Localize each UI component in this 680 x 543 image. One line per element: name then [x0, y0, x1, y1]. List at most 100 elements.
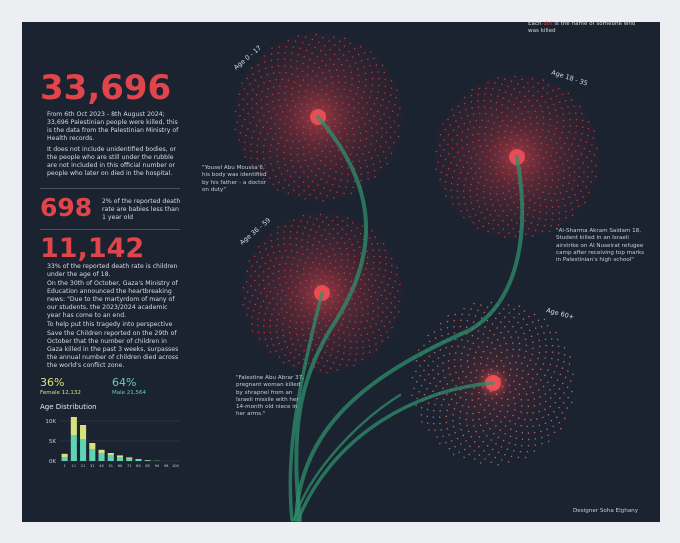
- dot: [353, 107, 355, 109]
- dot: [503, 136, 506, 139]
- dot: [278, 167, 280, 169]
- dot: [568, 131, 570, 133]
- dot: [264, 164, 266, 166]
- dot: [331, 90, 333, 92]
- dot: [318, 66, 320, 69]
- dot: [525, 171, 527, 174]
- dot: [311, 280, 313, 282]
- dot: [473, 363, 476, 365]
- dot: [289, 175, 292, 178]
- dot: [561, 131, 563, 134]
- dot: [448, 153, 450, 155]
- dot: [513, 187, 515, 189]
- dot: [263, 319, 265, 321]
- dot: [571, 188, 574, 190]
- dot: [480, 176, 482, 178]
- dot: [318, 322, 320, 324]
- dot: [478, 436, 481, 438]
- dot: [301, 308, 303, 311]
- dot: [416, 397, 419, 400]
- dot: [322, 200, 324, 202]
- dot: [491, 323, 494, 325]
- dot: [285, 45, 288, 48]
- dot: [307, 165, 309, 167]
- dot: [361, 225, 364, 227]
- dot: [324, 266, 327, 268]
- dot: [375, 140, 378, 142]
- dot: [563, 346, 566, 349]
- dot: [298, 90, 300, 93]
- dot: [249, 275, 252, 277]
- dot: [415, 359, 418, 362]
- dot: [489, 390, 492, 393]
- dot: [551, 344, 554, 347]
- dot: [298, 96, 300, 99]
- dot: [544, 338, 547, 341]
- dot: [502, 97, 505, 99]
- dot: [264, 242, 266, 245]
- dot: [373, 115, 375, 118]
- dot: [539, 211, 542, 213]
- dot: [287, 192, 290, 194]
- dot: [344, 278, 347, 281]
- dot: [266, 73, 269, 76]
- dot: [465, 376, 467, 378]
- dot: [369, 51, 372, 53]
- dot: [318, 167, 320, 170]
- dot: [346, 133, 348, 135]
- dot: [285, 115, 288, 118]
- dot: [287, 79, 290, 81]
- dot: [434, 403, 436, 406]
- dot: [396, 89, 398, 92]
- dot: [342, 312, 345, 314]
- dot: [311, 79, 313, 81]
- dot: [366, 113, 368, 115]
- dot: [537, 154, 539, 157]
- dot: [319, 81, 321, 83]
- dot: [502, 185, 504, 188]
- dot: [328, 105, 330, 107]
- dot: [273, 251, 275, 254]
- dot: [453, 170, 456, 172]
- dot: [474, 162, 476, 165]
- dot: [575, 118, 578, 121]
- dot: [473, 357, 476, 359]
- dot: [285, 85, 287, 88]
- dot: [482, 225, 485, 228]
- dot: [380, 320, 383, 322]
- dot: [460, 365, 462, 367]
- dot: [289, 237, 291, 239]
- dot: [263, 61, 266, 63]
- dot: [528, 315, 530, 318]
- dot: [515, 361, 517, 364]
- dot: [270, 144, 272, 146]
- dot: [337, 350, 339, 353]
- dot: [542, 157, 545, 160]
- dot: [314, 85, 317, 88]
- dot: [304, 339, 307, 342]
- dot: [390, 311, 392, 314]
- dot: [362, 352, 364, 355]
- dot: [329, 262, 332, 264]
- dot: [278, 127, 281, 130]
- dot: [506, 448, 509, 450]
- dot: [323, 258, 325, 261]
- y-tick-label: 5K: [49, 439, 56, 445]
- dot: [277, 58, 279, 61]
- dot: [507, 404, 510, 407]
- dot: [267, 267, 270, 270]
- dot: [518, 122, 520, 124]
- dot: [548, 230, 551, 233]
- dot: [317, 184, 319, 186]
- dot: [538, 410, 540, 413]
- dot: [576, 199, 579, 202]
- dot: [426, 415, 428, 417]
- dot: [260, 76, 263, 78]
- dot: [354, 62, 357, 64]
- dot: [384, 85, 387, 88]
- dot: [436, 436, 438, 438]
- dot: [309, 151, 311, 153]
- dot: [508, 100, 510, 102]
- dot: [308, 43, 310, 46]
- dot: [276, 303, 278, 305]
